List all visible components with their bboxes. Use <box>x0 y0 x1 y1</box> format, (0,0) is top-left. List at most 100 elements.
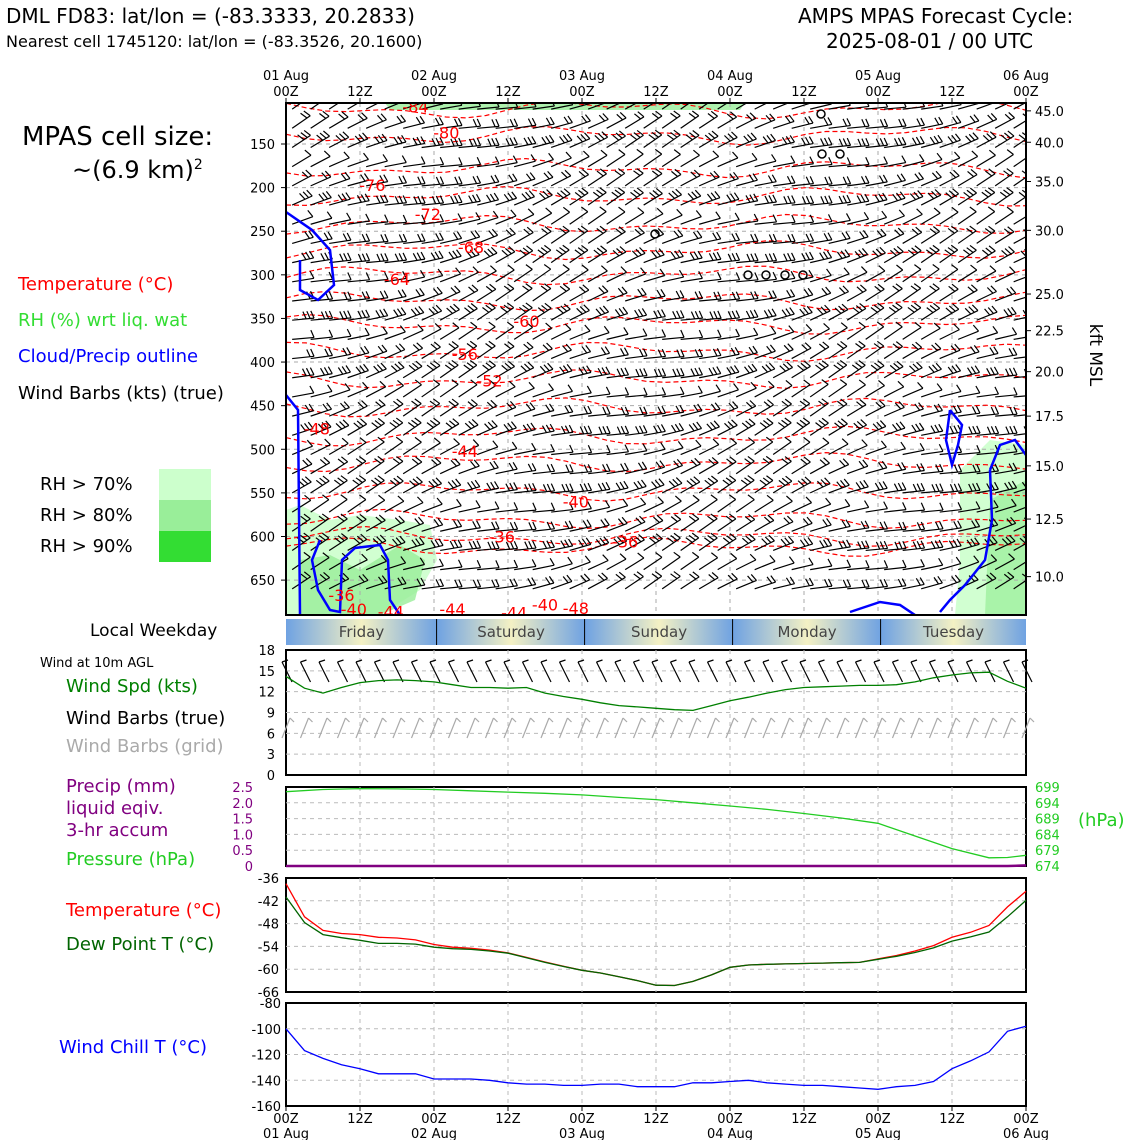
wind-barb-flag <box>651 481 658 489</box>
height-tick-label: 20.0 <box>1035 366 1064 381</box>
wind-barb-flag <box>494 174 500 183</box>
wind-barb-flag <box>994 425 1000 434</box>
wind-barb-flag <box>932 283 940 290</box>
wind-barb <box>810 257 832 264</box>
wind-barb-flag <box>466 343 474 349</box>
wind-barb-flag <box>495 579 500 587</box>
wind-barb <box>365 103 380 110</box>
wind-barb <box>865 199 888 206</box>
wind-barb-flag <box>836 481 843 489</box>
wind-barb <box>791 564 814 571</box>
wind-barb <box>1013 336 1026 340</box>
wind-barb-flag <box>420 251 426 260</box>
wind-barb-flag <box>731 291 737 300</box>
surface-wind-barb-flag <box>559 659 566 663</box>
wind-barb <box>846 364 866 379</box>
wind-barb-flag <box>341 456 349 463</box>
wind-barb <box>773 295 795 302</box>
wind-barb-flag <box>860 176 866 184</box>
temperature-label: -80 <box>433 124 459 143</box>
wind-barb-flag <box>633 573 641 580</box>
wind-barb-flag <box>453 540 459 548</box>
wind-barb-flag <box>300 515 308 522</box>
wind-barb <box>902 142 925 149</box>
wind-barb-flag <box>710 421 717 429</box>
wind-barb <box>477 144 500 149</box>
wind-barb-flag <box>562 345 569 353</box>
wind-barb-flag <box>508 174 514 182</box>
wind-barb-flag <box>488 340 496 347</box>
wind-barb-flag <box>883 501 888 509</box>
grid-wind-barb <box>947 717 957 739</box>
wind-barb <box>439 309 460 321</box>
wind-barb <box>661 500 682 513</box>
wind-barb-flag <box>657 368 663 377</box>
wind-barb <box>328 157 350 168</box>
wind-barb <box>680 154 700 168</box>
wind-barb-flag <box>771 154 777 162</box>
wind-barb <box>865 163 888 168</box>
wind-barb-flag <box>600 245 608 252</box>
wind-barb-flag <box>801 196 807 205</box>
wind-barb-flag <box>689 478 697 485</box>
wind-barb-flag <box>490 246 498 254</box>
height-tick-label: 45.0 <box>1035 105 1064 120</box>
wind-barb-flag <box>768 195 774 203</box>
wind-barb <box>1013 414 1026 417</box>
wind-barb-flag <box>821 417 829 424</box>
wind-barb-flag <box>786 515 794 523</box>
weekday-band <box>585 619 734 645</box>
wind-barb-flag <box>672 368 677 377</box>
wind-barb <box>939 230 959 244</box>
wind-barb <box>643 173 663 187</box>
wind-barb <box>421 346 441 360</box>
top-date-label: 06 Aug <box>1003 69 1049 84</box>
wind-barb-flag <box>414 436 422 443</box>
wind-barb-flag <box>670 535 678 541</box>
wind-barb <box>328 424 350 436</box>
wind-barb-flag <box>673 571 681 577</box>
wind-barb <box>1013 316 1026 321</box>
wind-barb-flag <box>537 249 545 256</box>
wind-barb <box>680 175 701 187</box>
wind-barb-flag <box>694 349 700 357</box>
wind-barb-flag <box>916 118 922 127</box>
wind-barb <box>1013 157 1026 168</box>
wind-barb <box>809 383 829 398</box>
windchill-ytick-label: -160 <box>251 1100 281 1115</box>
wind-barb-flag <box>820 196 825 204</box>
wind-barb-flag <box>616 248 623 255</box>
wind-barb-flag <box>708 458 716 466</box>
wind-barb <box>698 480 719 494</box>
wind-barb-flag <box>619 112 627 119</box>
wind-barb-flag <box>857 138 862 147</box>
bottom-hour-label: 00Z <box>865 1112 891 1127</box>
wind-barb <box>1013 524 1026 532</box>
wind-barb-flag <box>580 225 589 232</box>
wind-barb <box>328 538 348 551</box>
surface-wind-barb-flag <box>725 659 733 663</box>
wind-barb <box>643 153 663 168</box>
wind-barb <box>902 346 922 360</box>
wind-barb-flag <box>899 421 906 429</box>
cell-size-title: MPAS cell size: <box>22 122 214 152</box>
wind-barb-flag <box>377 114 384 122</box>
wind-barb-flag <box>651 251 658 259</box>
wind-barb-flag <box>340 173 347 181</box>
wind-barb <box>736 240 759 245</box>
weekday-label: Saturday <box>477 623 545 641</box>
wind-barb-flag <box>334 479 342 486</box>
wind-barb <box>347 352 370 360</box>
wind-barb <box>347 518 367 532</box>
wind-barb <box>550 349 572 360</box>
wind-barb <box>421 239 444 245</box>
wind-barb <box>384 277 407 283</box>
wind-barb-flag <box>1023 368 1026 375</box>
wind-barb-flag <box>436 286 443 294</box>
wind-barb-flag <box>859 302 867 309</box>
wind-barb <box>569 138 591 149</box>
wind-barb <box>920 348 942 360</box>
wind-barb-flag <box>489 379 497 387</box>
wind-barb-flag <box>346 347 352 355</box>
wind-barb-flag <box>919 577 925 585</box>
